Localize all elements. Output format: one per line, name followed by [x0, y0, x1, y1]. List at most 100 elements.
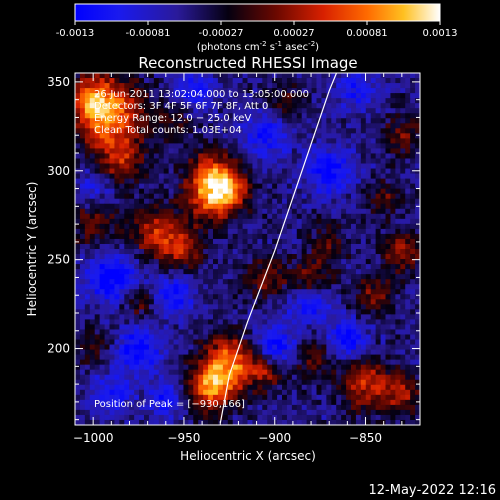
heatmap-cell: [316, 249, 322, 255]
heatmap-cell: [390, 193, 396, 200]
heatmap-cell: [296, 379, 303, 386]
heatmap-cell: [94, 128, 101, 134]
heatmap-cell: [306, 73, 312, 79]
heatmap-cell: [301, 103, 308, 109]
heatmap-cell: [104, 374, 110, 381]
heatmap-cell: [173, 284, 179, 290]
heatmap-cell: [227, 399, 234, 406]
heatmap-cell: [158, 118, 165, 124]
heatmap-cell: [163, 404, 170, 411]
heatmap-cell: [168, 384, 174, 391]
heatmap-cell: [316, 279, 322, 285]
heatmap-cell: [158, 304, 165, 310]
heatmap-cell: [395, 128, 401, 134]
heatmap-cell: [237, 299, 243, 305]
heatmap-cell: [237, 369, 243, 376]
heatmap-cell: [291, 294, 298, 300]
heatmap-cell: [104, 138, 110, 144]
heatmap-cell: [104, 168, 110, 174]
heatmap-cell: [355, 324, 362, 330]
heatmap-cell: [360, 269, 367, 275]
heatmap-cell: [385, 218, 391, 225]
heatmap-cell: [213, 269, 219, 275]
heatmap-cell: [370, 324, 377, 330]
heatmap-cell: [360, 233, 367, 240]
heatmap-cell: [237, 158, 243, 164]
heatmap-cell: [129, 118, 135, 124]
heatmap-cell: [193, 264, 199, 270]
heatmap-cell: [247, 309, 253, 315]
heatmap-cell: [148, 254, 155, 260]
heatmap-cell: [291, 73, 298, 79]
heatmap-cell: [208, 178, 214, 185]
heatmap-cell: [75, 73, 81, 79]
heatmap-cell: [193, 299, 199, 305]
heatmap-cell: [129, 178, 135, 185]
heatmap-cell: [124, 243, 130, 250]
heatmap-cell: [134, 223, 140, 230]
heatmap-cell: [158, 274, 165, 280]
heatmap-cell: [375, 329, 381, 335]
heatmap-cell: [385, 289, 391, 295]
heatmap-cell: [296, 364, 303, 371]
heatmap-cell: [370, 178, 377, 185]
heatmap-cell: [331, 289, 337, 295]
heatmap-cell: [124, 309, 130, 315]
heatmap-cell: [272, 374, 278, 381]
heatmap-cell: [410, 128, 416, 134]
heatmap-cell: [144, 369, 150, 376]
heatmap-cell: [183, 78, 189, 84]
heatmap-cell: [326, 314, 332, 320]
heatmap-cell: [79, 223, 86, 230]
heatmap-cell: [193, 223, 199, 230]
heatmap-cell: [291, 399, 298, 406]
heatmap-cell: [153, 254, 160, 260]
heatmap-cell: [301, 294, 308, 300]
heatmap-cell: [326, 118, 332, 124]
heatmap-cell: [410, 274, 416, 280]
heatmap-cell: [178, 299, 184, 305]
heatmap-cell: [232, 103, 239, 109]
heatmap-cell: [272, 93, 278, 99]
heatmap-cell: [144, 309, 150, 315]
heatmap-cell: [405, 294, 411, 300]
heatmap-cell: [316, 173, 322, 179]
heatmap-cell: [139, 349, 145, 355]
heatmap-cell: [390, 153, 396, 159]
heatmap-cell: [390, 399, 396, 406]
heatmap-cell: [104, 254, 110, 260]
heatmap-cell: [282, 173, 288, 179]
heatmap-cell: [400, 289, 406, 295]
heatmap-cell: [415, 279, 420, 285]
heatmap-cell: [163, 153, 170, 159]
heatmap-cell: [94, 339, 101, 345]
heatmap-cell: [375, 133, 381, 139]
heatmap-cell: [119, 314, 125, 320]
heatmap-cell: [272, 364, 278, 371]
heatmap-cell: [395, 223, 401, 230]
heatmap-cell: [291, 314, 298, 320]
heatmap-cell: [193, 269, 199, 275]
heatmap-cell: [365, 409, 372, 416]
heatmap-cell: [282, 188, 288, 195]
heatmap-cell: [134, 173, 140, 179]
heatmap-cell: [89, 269, 96, 275]
heatmap-cell: [104, 414, 110, 421]
heatmap-cell: [301, 349, 308, 355]
heatmap-cell: [99, 364, 105, 371]
heatmap-cell: [213, 83, 219, 89]
heatmap-cell: [346, 123, 352, 129]
heatmap-cell: [222, 153, 229, 159]
heatmap-cell: [217, 354, 224, 361]
heatmap-cell: [188, 148, 194, 154]
heatmap-cell: [99, 143, 105, 149]
heatmap-cell: [267, 369, 273, 376]
heatmap-cell: [213, 73, 219, 79]
heatmap-cell: [144, 384, 150, 391]
heatmap-cell: [405, 359, 411, 366]
heatmap-cell: [119, 173, 125, 179]
heatmap-cell: [346, 354, 352, 361]
heatmap-cell: [168, 103, 174, 109]
heatmap-cell: [134, 399, 140, 406]
heatmap-cell: [237, 103, 243, 109]
